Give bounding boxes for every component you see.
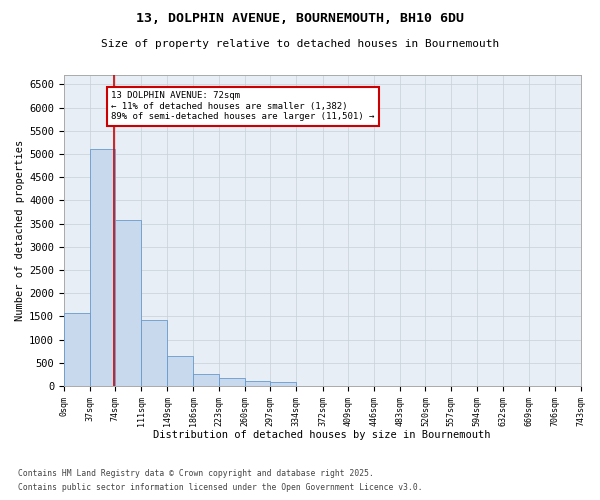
Bar — [271, 382, 296, 386]
Bar — [219, 378, 245, 386]
Bar — [245, 381, 271, 386]
Bar — [64, 312, 89, 386]
Bar — [167, 356, 193, 386]
X-axis label: Distribution of detached houses by size in Bournemouth: Distribution of detached houses by size … — [154, 430, 491, 440]
Text: Size of property relative to detached houses in Bournemouth: Size of property relative to detached ho… — [101, 39, 499, 49]
Text: Contains HM Land Registry data © Crown copyright and database right 2025.: Contains HM Land Registry data © Crown c… — [18, 468, 374, 477]
Bar — [89, 150, 115, 386]
Text: 13 DOLPHIN AVENUE: 72sqm
← 11% of detached houses are smaller (1,382)
89% of sem: 13 DOLPHIN AVENUE: 72sqm ← 11% of detach… — [111, 92, 374, 121]
Bar — [115, 220, 141, 386]
Bar — [141, 320, 167, 386]
Y-axis label: Number of detached properties: Number of detached properties — [15, 140, 25, 321]
Bar — [193, 374, 219, 386]
Text: Contains public sector information licensed under the Open Government Licence v3: Contains public sector information licen… — [18, 484, 422, 492]
Text: 13, DOLPHIN AVENUE, BOURNEMOUTH, BH10 6DU: 13, DOLPHIN AVENUE, BOURNEMOUTH, BH10 6D… — [136, 12, 464, 26]
